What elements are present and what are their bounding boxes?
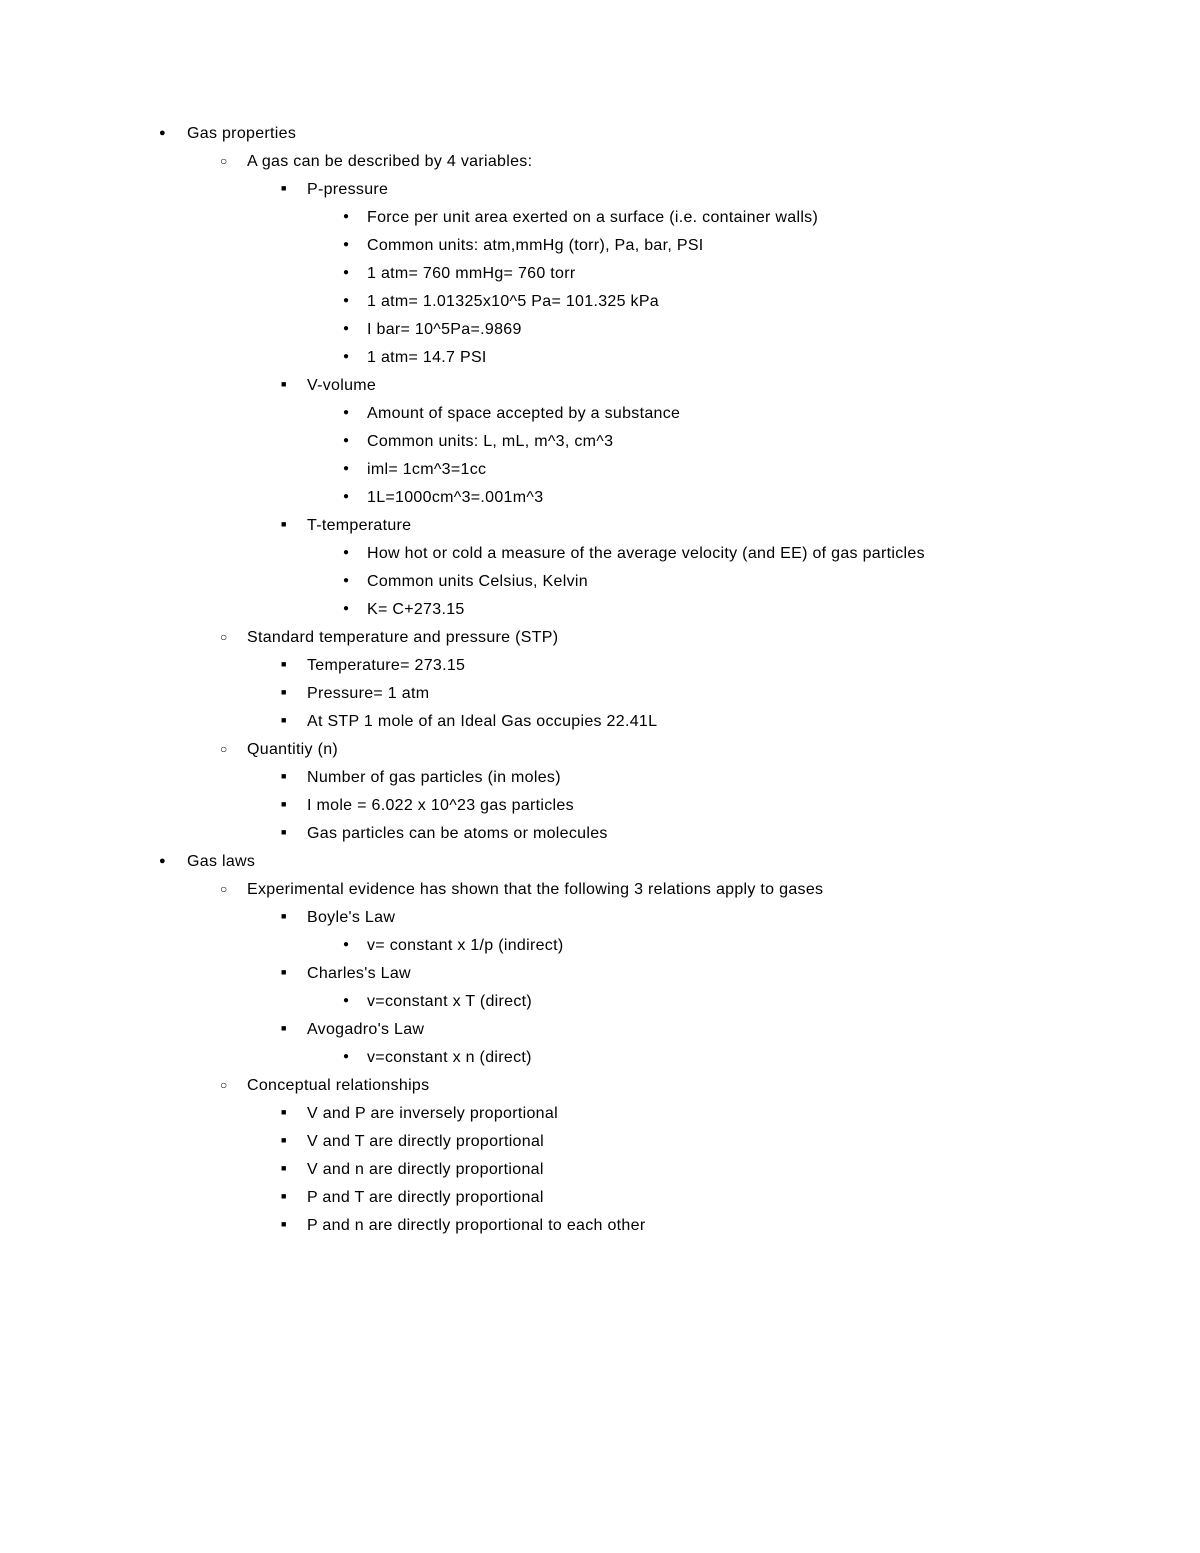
- list-item: 1L=1000cm^3=.001m^3: [307, 484, 1085, 512]
- list-item: iml= 1cm^3=1cc: [307, 456, 1085, 484]
- item-text: 1 atm= 14.7 PSI: [367, 349, 487, 366]
- list-item: Quantitiy (n) Number of gas particles (i…: [187, 736, 1085, 848]
- item-text: Avogadro's Law: [307, 1021, 424, 1038]
- list-item: Gas particles can be atoms or molecules: [247, 820, 1085, 848]
- item-text: 1L=1000cm^3=.001m^3: [367, 489, 543, 506]
- list-item: T-temperature How hot or cold a measure …: [247, 512, 1085, 624]
- item-text: K= C+273.15: [367, 601, 465, 618]
- list-item: Conceptual relationships V and P are inv…: [187, 1072, 1085, 1240]
- item-text: Standard temperature and pressure (STP): [247, 629, 558, 646]
- item-text: Boyle's Law: [307, 909, 395, 926]
- item-text: I mole = 6.022 x 10^23 gas particles: [307, 797, 574, 814]
- list-item: V and n are directly proportional: [247, 1156, 1085, 1184]
- list-item: v=constant x n (direct): [307, 1044, 1085, 1072]
- list-item: V-volume Amount of space accepted by a s…: [247, 372, 1085, 512]
- item-text: Common units: L, mL, m^3, cm^3: [367, 433, 613, 450]
- list-item: Experimental evidence has shown that the…: [187, 876, 1085, 1072]
- item-text: V and n are directly proportional: [307, 1161, 544, 1178]
- list-item: 1 atm= 760 mmHg= 760 torr: [307, 260, 1085, 288]
- list-item: V and T are directly proportional: [247, 1128, 1085, 1156]
- item-text: P-pressure: [307, 181, 388, 198]
- list-item: P-pressure Force per unit area exerted o…: [247, 176, 1085, 372]
- list-item: Common units: atm,mmHg (torr), Pa, bar, …: [307, 232, 1085, 260]
- item-text: Conceptual relationships: [247, 1077, 429, 1094]
- item-text: Temperature= 273.15: [307, 657, 465, 674]
- list-item: P and T are directly proportional: [247, 1184, 1085, 1212]
- list-item: P and n are directly proportional to eac…: [247, 1212, 1085, 1240]
- item-text: 1 atm= 760 mmHg= 760 torr: [367, 265, 575, 282]
- list-item: I mole = 6.022 x 10^23 gas particles: [247, 792, 1085, 820]
- item-text: Experimental evidence has shown that the…: [247, 881, 823, 898]
- list-item: Standard temperature and pressure (STP) …: [187, 624, 1085, 736]
- list-item: I bar= 10^5Pa=.9869: [307, 316, 1085, 344]
- item-text: 1 atm= 1.01325x10^5 Pa= 101.325 kPa: [367, 293, 659, 310]
- item-text: Quantitiy (n): [247, 741, 338, 758]
- item-text: V-volume: [307, 377, 376, 394]
- list-item: Boyle's Law v= constant x 1/p (indirect): [247, 904, 1085, 960]
- list-item: Common units: L, mL, m^3, cm^3: [307, 428, 1085, 456]
- list-item: v=constant x T (direct): [307, 988, 1085, 1016]
- item-text: Gas laws: [187, 853, 255, 870]
- item-text: Number of gas particles (in moles): [307, 769, 561, 786]
- list-item: Common units Celsius, Kelvin: [307, 568, 1085, 596]
- item-text: V and T are directly proportional: [307, 1133, 544, 1150]
- item-text: A gas can be described by 4 variables:: [247, 153, 532, 170]
- item-text: Amount of space accepted by a substance: [367, 405, 680, 422]
- item-text: Charles's Law: [307, 965, 411, 982]
- list-item: A gas can be described by 4 variables: P…: [187, 148, 1085, 624]
- item-text: v=constant x n (direct): [367, 1049, 532, 1066]
- item-text: Common units: atm,mmHg (torr), Pa, bar, …: [367, 237, 704, 254]
- list-item: Number of gas particles (in moles): [247, 764, 1085, 792]
- item-text: Common units Celsius, Kelvin: [367, 573, 588, 590]
- item-text: I bar= 10^5Pa=.9869: [367, 321, 522, 338]
- item-text: T-temperature: [307, 517, 411, 534]
- list-item: At STP 1 mole of an Ideal Gas occupies 2…: [247, 708, 1085, 736]
- item-text: P and n are directly proportional to eac…: [307, 1217, 645, 1234]
- list-item: K= C+273.15: [307, 596, 1085, 624]
- list-item: Force per unit area exerted on a surface…: [307, 204, 1085, 232]
- outline-root: Gas properties A gas can be described by…: [115, 120, 1085, 1240]
- item-text: Pressure= 1 atm: [307, 685, 429, 702]
- list-item: Avogadro's Law v=constant x n (direct): [247, 1016, 1085, 1072]
- item-text: Gas properties: [187, 125, 296, 142]
- list-item: 1 atm= 1.01325x10^5 Pa= 101.325 kPa: [307, 288, 1085, 316]
- list-item: Gas laws Experimental evidence has shown…: [115, 848, 1085, 1240]
- list-item: V and P are inversely proportional: [247, 1100, 1085, 1128]
- item-text: v= constant x 1/p (indirect): [367, 937, 564, 954]
- list-item: v= constant x 1/p (indirect): [307, 932, 1085, 960]
- item-text: V and P are inversely proportional: [307, 1105, 558, 1122]
- list-item: Amount of space accepted by a substance: [307, 400, 1085, 428]
- item-text: iml= 1cm^3=1cc: [367, 461, 486, 478]
- item-text: v=constant x T (direct): [367, 993, 532, 1010]
- item-text: P and T are directly proportional: [307, 1189, 544, 1206]
- item-text: How hot or cold a measure of the average…: [367, 545, 925, 562]
- list-item: Pressure= 1 atm: [247, 680, 1085, 708]
- list-item: Temperature= 273.15: [247, 652, 1085, 680]
- item-text: Force per unit area exerted on a surface…: [367, 209, 818, 226]
- list-item: Gas properties A gas can be described by…: [115, 120, 1085, 848]
- list-item: Charles's Law v=constant x T (direct): [247, 960, 1085, 1016]
- list-item: 1 atm= 14.7 PSI: [307, 344, 1085, 372]
- item-text: At STP 1 mole of an Ideal Gas occupies 2…: [307, 713, 657, 730]
- item-text: Gas particles can be atoms or molecules: [307, 825, 608, 842]
- list-item: How hot or cold a measure of the average…: [307, 540, 1085, 568]
